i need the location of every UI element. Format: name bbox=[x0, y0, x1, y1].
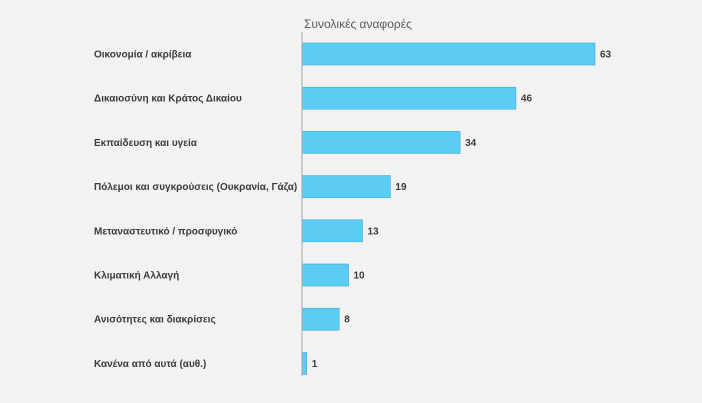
value-label: 34 bbox=[465, 138, 477, 149]
category-label: Κανένα από αυτά (αυθ.) bbox=[94, 359, 206, 370]
bar bbox=[301, 263, 349, 287]
category-label: Οικονομία / ακρίβεια bbox=[94, 50, 192, 61]
category-labels: Οικονομία / ακρίβεια Δικαιοσύνη και Κράτο… bbox=[94, 50, 297, 370]
bar bbox=[301, 307, 340, 331]
bar bbox=[301, 42, 596, 66]
bars-group bbox=[301, 42, 596, 375]
bar bbox=[301, 219, 363, 243]
bar bbox=[301, 175, 391, 198]
category-label: Κλιματική Αλλαγή bbox=[94, 271, 179, 282]
category-label: Ανισότητες και διακρίσεις bbox=[94, 315, 216, 326]
value-label: 8 bbox=[344, 315, 350, 326]
chart-title: Συνολικές αναφορές bbox=[304, 17, 412, 31]
bar bbox=[301, 352, 307, 375]
category-label: Εκπαίδευση και υγεία bbox=[94, 138, 198, 149]
value-label: 13 bbox=[368, 226, 380, 237]
value-label: 46 bbox=[521, 94, 533, 105]
bar bbox=[301, 131, 461, 154]
value-label: 1 bbox=[312, 359, 318, 370]
value-label: 19 bbox=[395, 182, 407, 193]
category-label: Πόλεμοι και συγκρούσεις (Ουκρανία, Γάζα) bbox=[94, 182, 297, 193]
value-labels: 63 46 34 19 13 10 8 1 bbox=[312, 50, 612, 370]
bar bbox=[301, 86, 517, 110]
category-label: Μεταναστευτικό / προσφυγικό bbox=[94, 226, 237, 237]
value-label: 63 bbox=[600, 50, 612, 61]
value-label: 10 bbox=[354, 271, 366, 282]
category-label: Δικαιοσύνη και Κράτος Δικαίου bbox=[94, 94, 242, 105]
